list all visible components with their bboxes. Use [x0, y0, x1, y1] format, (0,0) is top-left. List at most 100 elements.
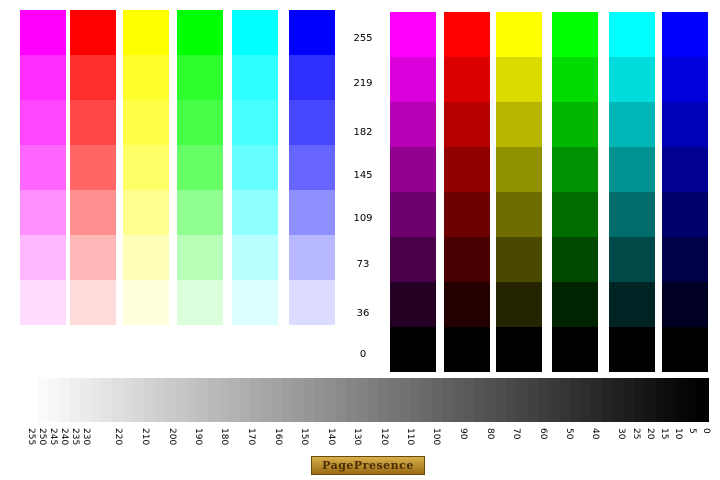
shade-swatch-cyan-3 — [609, 147, 655, 192]
grayscale-cell — [356, 378, 369, 422]
grayscale-label: 200 — [167, 428, 177, 446]
grayscale-cell — [165, 378, 177, 422]
tint-swatch-blue-6 — [289, 280, 335, 325]
grayscale-label: 70 — [511, 428, 521, 440]
tint-swatch-blue-2 — [289, 100, 335, 145]
shade-swatch-green-7 — [552, 327, 598, 372]
tint-swatch-green-0 — [177, 10, 223, 55]
shade-swatch-cyan-4 — [609, 192, 655, 237]
shade-swatch-blue-0 — [662, 12, 708, 57]
grayscale-label: 20 — [645, 428, 655, 440]
tint-swatch-red-1 — [70, 55, 116, 100]
grayscale-cell — [452, 378, 464, 422]
tint-swatch-cyan-4 — [232, 190, 278, 235]
shade-swatch-yellow-7 — [496, 327, 542, 372]
shade-swatch-red-0 — [444, 12, 490, 57]
level-label: 0 — [359, 349, 367, 360]
grayscale-cell — [112, 378, 124, 422]
shade-swatch-magenta-1 — [390, 57, 436, 102]
grayscale-label: 15 — [659, 428, 669, 440]
grayscale-cell — [548, 378, 560, 422]
tint-swatch-yellow-6 — [123, 280, 169, 325]
grayscale-cell — [335, 378, 347, 422]
shade-swatch-yellow-0 — [496, 12, 542, 57]
level-label: 182 — [353, 127, 373, 138]
grayscale-cell — [665, 378, 677, 422]
grayscale-label: 80 — [485, 428, 495, 440]
grayscale-cell — [484, 378, 496, 422]
grayscale-label: 255 — [26, 428, 36, 446]
grayscale-cell — [537, 378, 549, 422]
grayscale-cell — [697, 378, 709, 422]
grayscale-cell — [516, 378, 528, 422]
shade-swatch-cyan-7 — [609, 327, 655, 372]
shade-swatch-blue-3 — [662, 147, 708, 192]
grayscale-cell — [314, 378, 326, 422]
grayscale-cell — [612, 378, 624, 422]
grayscale-label: 110 — [405, 428, 415, 446]
tint-swatch-yellow-5 — [123, 235, 169, 280]
grayscale-cell — [569, 378, 581, 422]
shade-swatch-red-5 — [444, 237, 490, 282]
shade-swatch-red-7 — [444, 327, 490, 372]
grayscale-label: 130 — [352, 428, 362, 446]
shade-swatch-red-6 — [444, 282, 490, 327]
tint-swatch-magenta-0 — [20, 10, 66, 55]
shade-swatch-blue-2 — [662, 102, 708, 147]
grayscale-cell — [495, 378, 507, 422]
shade-swatch-red-4 — [444, 192, 490, 237]
grayscale-cell — [282, 378, 294, 422]
grayscale-cell — [271, 378, 283, 422]
grayscale-cell — [80, 378, 92, 422]
shade-swatch-magenta-0 — [390, 12, 436, 57]
tint-swatch-red-3 — [70, 145, 116, 190]
grayscale-label: 30 — [616, 428, 626, 440]
grayscale-cell — [601, 378, 613, 422]
grayscale-cell — [346, 378, 358, 422]
tint-swatch-magenta-3 — [20, 145, 66, 190]
shade-swatch-green-5 — [552, 237, 598, 282]
shade-swatch-yellow-6 — [496, 282, 542, 327]
grayscale-cell — [399, 378, 411, 422]
grayscale-cell — [441, 378, 454, 422]
grayscale-cell — [154, 378, 166, 422]
grayscale-cell — [633, 378, 645, 422]
tint-swatch-green-6 — [177, 280, 223, 325]
shade-swatch-magenta-2 — [390, 102, 436, 147]
grayscale-cell — [654, 378, 667, 422]
pagepresence-logo[interactable]: PagePresence — [311, 456, 425, 475]
tint-swatch-magenta-6 — [20, 280, 66, 325]
tint-swatch-blue-5 — [289, 235, 335, 280]
grayscale-cell — [239, 378, 252, 422]
tint-swatch-blue-4 — [289, 190, 335, 235]
grayscale-cell — [48, 378, 60, 422]
shade-swatch-magenta-7 — [390, 327, 436, 372]
tint-swatch-magenta-1 — [20, 55, 66, 100]
grayscale-cell — [175, 378, 188, 422]
shade-swatch-green-4 — [552, 192, 598, 237]
level-label: 145 — [353, 170, 373, 181]
grayscale-label: 140 — [326, 428, 336, 446]
tint-swatch-cyan-2 — [232, 100, 278, 145]
grayscale-cell — [378, 378, 390, 422]
tint-swatch-red-2 — [70, 100, 116, 145]
tint-swatch-red-4 — [70, 190, 116, 235]
tint-swatch-cyan-0 — [232, 10, 278, 55]
shade-swatch-magenta-5 — [390, 237, 436, 282]
tint-swatch-green-1 — [177, 55, 223, 100]
level-label: 219 — [353, 78, 373, 89]
shade-swatch-blue-1 — [662, 57, 708, 102]
grayscale-label: 170 — [246, 428, 256, 446]
level-label: 73 — [356, 259, 370, 270]
grayscale-cell — [197, 378, 209, 422]
grayscale-cell — [644, 378, 656, 422]
grayscale-cell — [27, 378, 39, 422]
grayscale-label: 120 — [379, 428, 389, 446]
tint-swatch-blue-1 — [289, 55, 335, 100]
grayscale-label: 40 — [590, 428, 600, 440]
grayscale-label: 150 — [299, 428, 309, 446]
grayscale-cell — [229, 378, 241, 422]
grayscale-label: 220 — [113, 428, 123, 446]
grayscale-cell — [410, 378, 422, 422]
